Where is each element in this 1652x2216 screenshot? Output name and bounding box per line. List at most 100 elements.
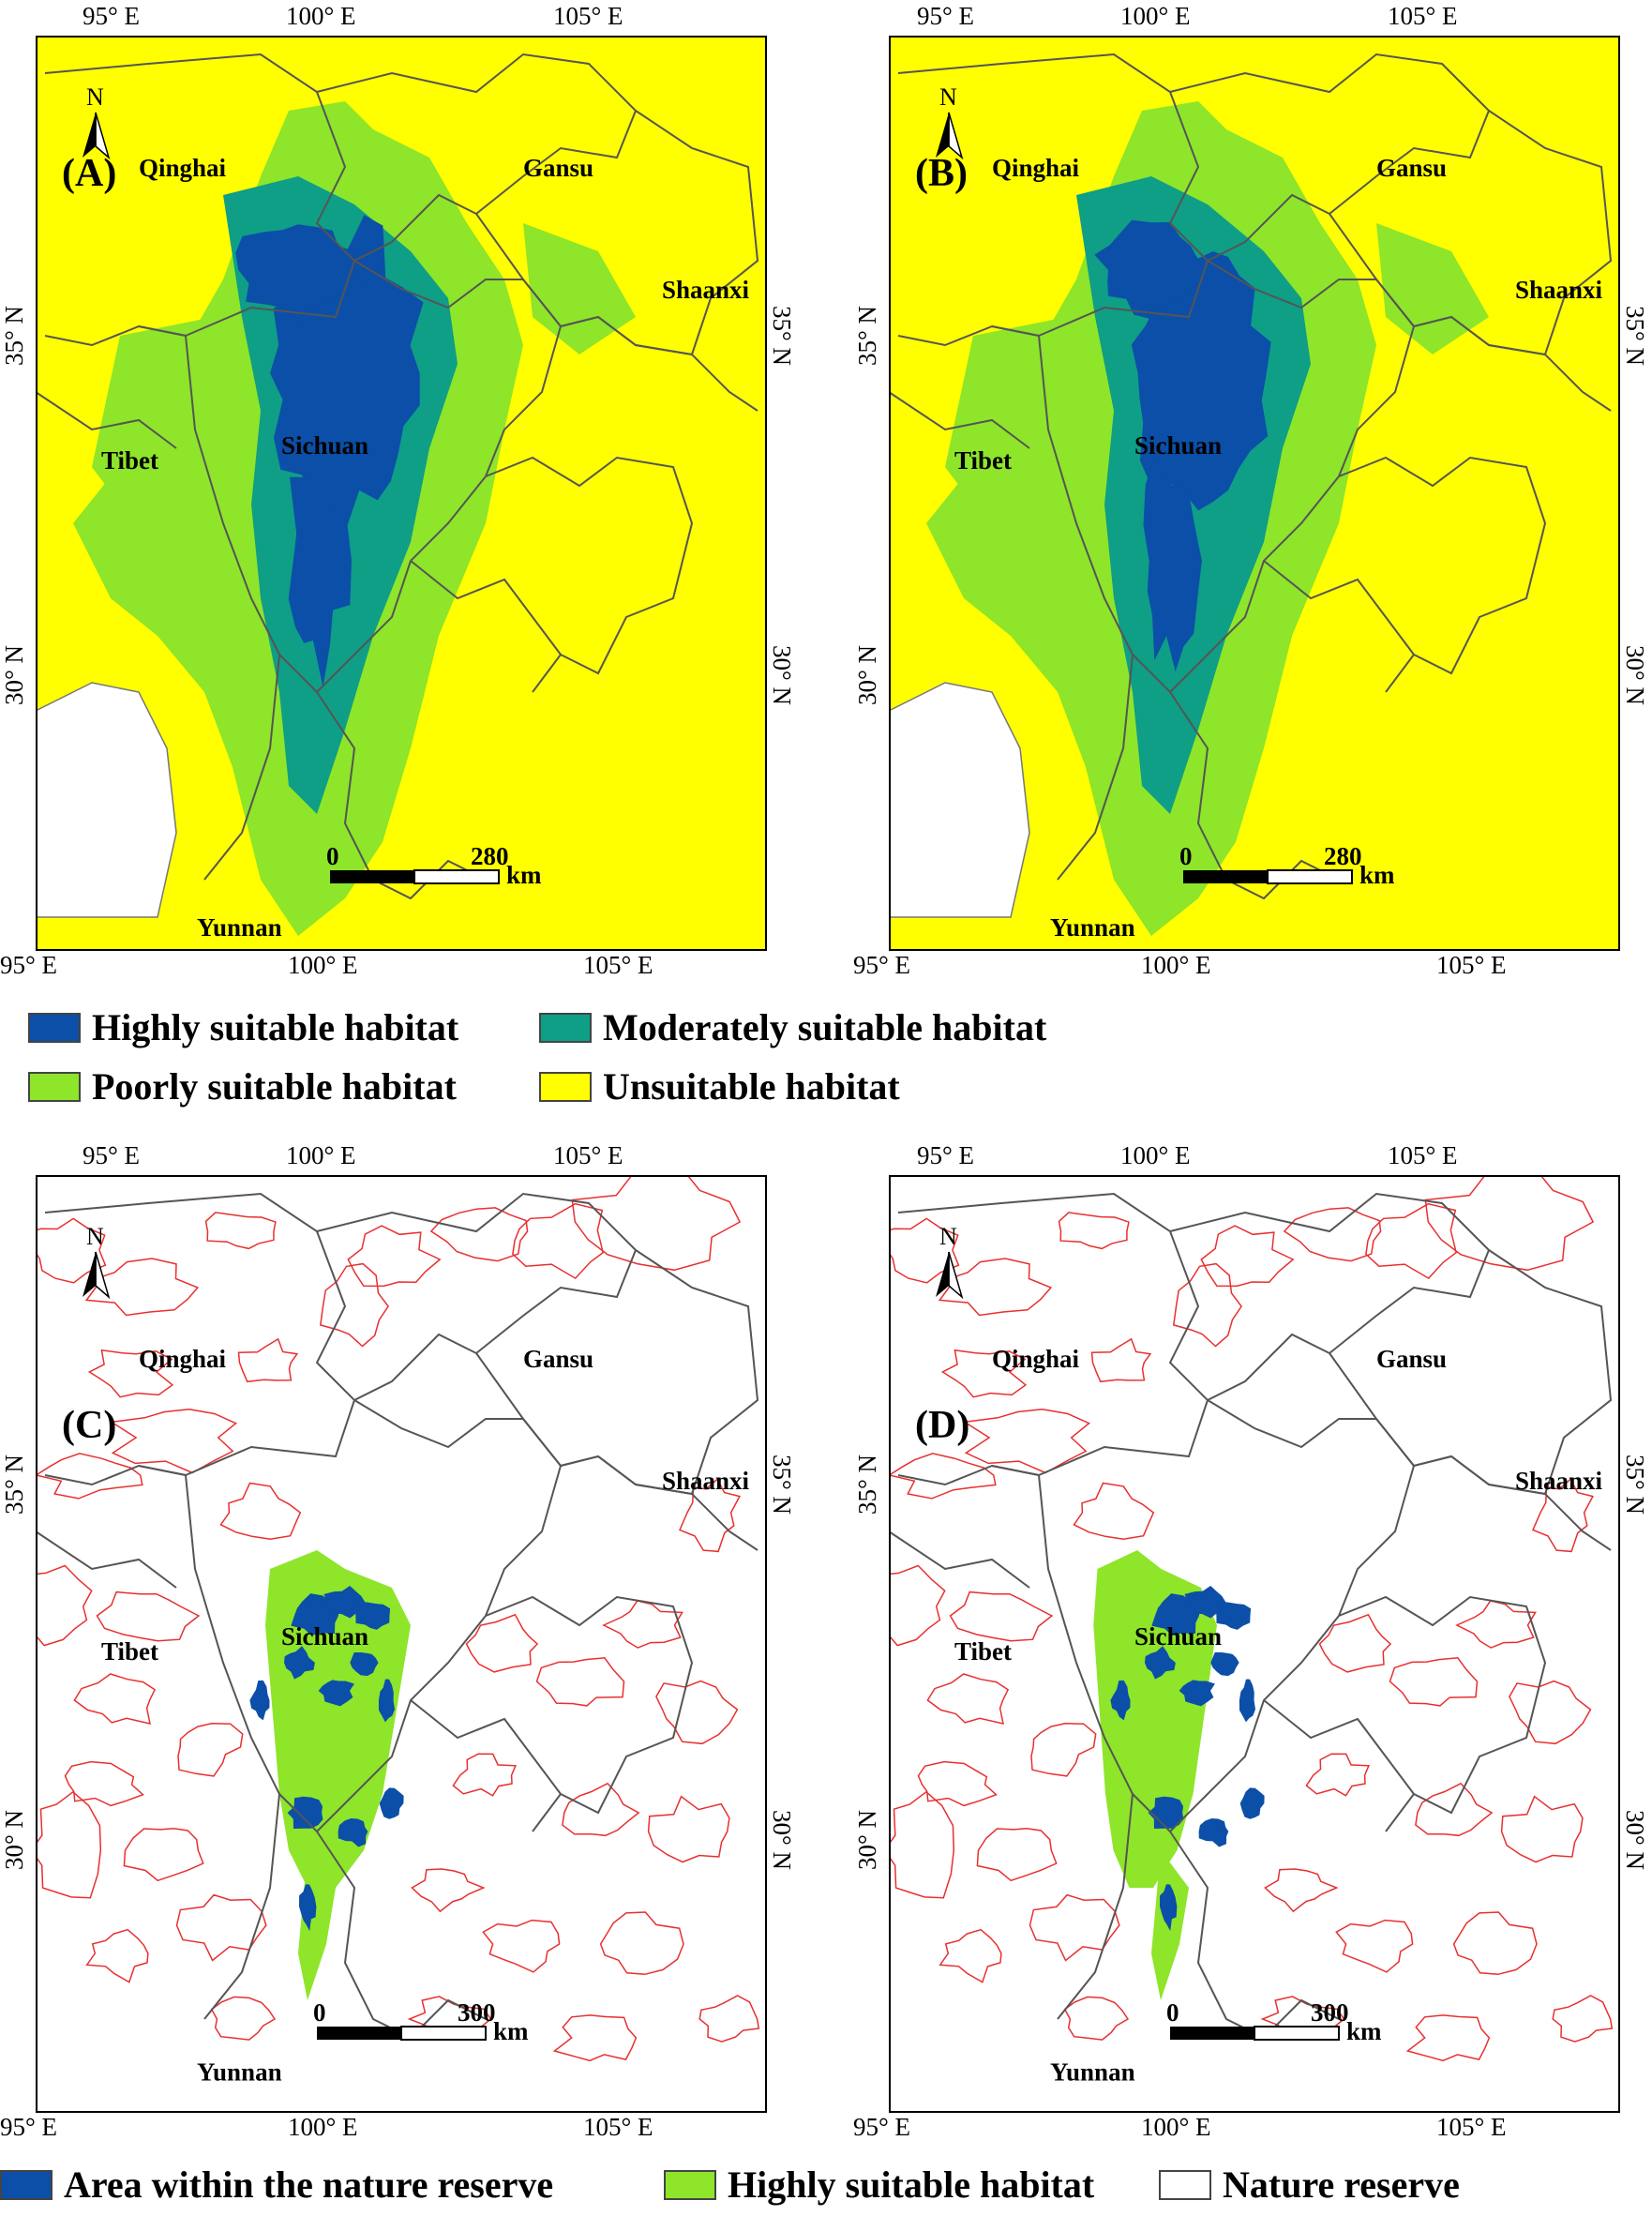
- lon-label-bottom-95: 95° E: [0, 951, 58, 979]
- nature-reserve: [465, 1613, 539, 1673]
- north-arrow-label: N: [86, 1223, 104, 1250]
- province-label-qinghai: Qinghai: [992, 1345, 1080, 1373]
- area-within-reserve: [1148, 1796, 1184, 1829]
- province-boundary: [410, 1699, 562, 1795]
- north-arrow-label: N: [939, 1223, 957, 1250]
- nature-reserve: [175, 1893, 267, 1962]
- area-within-reserve: [1198, 1818, 1229, 1847]
- province-label-tibet: Tibet: [101, 1637, 158, 1666]
- north-arrow-left-half: [83, 1252, 96, 1297]
- nature-reserve: [123, 1827, 204, 1882]
- province-boundary: [1413, 315, 1612, 412]
- nature-reserve: [429, 1207, 529, 1262]
- legend-label: Nature reserve: [1223, 2163, 1460, 2206]
- nature-reserve: [1029, 1893, 1120, 1962]
- province-boundary: [36, 391, 177, 449]
- lat-label-right-35: 35° N: [1621, 306, 1649, 367]
- area-within-reserve: [1210, 1652, 1239, 1677]
- panel-label: (C): [62, 1404, 116, 1447]
- scale-bar-white-segment: [400, 2026, 487, 2041]
- area-within-reserve: [1179, 1680, 1215, 1707]
- province-boundary: [1169, 1192, 1491, 1401]
- nature-reserve: [1335, 1919, 1414, 1973]
- province-boundary: [1338, 1595, 1547, 1832]
- lon-label-top-100: 100° E: [286, 2, 356, 30]
- nature-reserve: [1073, 1482, 1155, 1541]
- legend-label: Moderately suitable habitat: [603, 1006, 1047, 1048]
- area-within-reserve: [323, 1586, 366, 1619]
- nature-reserve: [219, 1482, 302, 1541]
- map-frame: [889, 36, 1620, 951]
- lon-label-bottom-100: 100° E: [288, 2113, 358, 2141]
- nature-reserve: [647, 1795, 730, 1863]
- province-label-qinghai: Qinghai: [139, 154, 227, 182]
- area-within-reserve: [299, 1884, 317, 1932]
- nature-reserve: [1389, 1657, 1479, 1707]
- lon-label-top-105: 105° E: [553, 1141, 623, 1169]
- lat-label-right-30: 30° N: [1621, 1810, 1649, 1871]
- lat-label-right-30: 30° N: [768, 1810, 796, 1871]
- area-within-reserve: [287, 1796, 323, 1829]
- province-boundary: [889, 391, 1030, 449]
- nature-reserve: [204, 1212, 277, 1250]
- province-boundary: [316, 1192, 638, 1401]
- nature-reserve: [889, 1217, 960, 1284]
- nature-reserve: [36, 1564, 93, 1647]
- scale-bar-zero: 0: [326, 842, 339, 870]
- nature-reserve: [655, 1680, 739, 1745]
- nature-reserve: [926, 1673, 1010, 1725]
- nature-reserve: [210, 1996, 277, 2041]
- nature-reserve: [1264, 1868, 1339, 1913]
- nature-reserve: [1452, 1911, 1538, 1976]
- scale-bar-end: 280: [1324, 842, 1362, 870]
- out-of-extent-area: [889, 682, 1030, 918]
- area-within-reserve: [378, 1679, 395, 1723]
- lon-label-bottom-100: 100° E: [1141, 951, 1211, 979]
- highly-suitable-area: [288, 459, 352, 687]
- map-canvas-b: N (B) Qinghai Gansu Shaanxi Tibet Sichuan Yunna…: [889, 36, 1620, 951]
- nature-reserve: [602, 1600, 683, 1649]
- lon-label-top-95: 95° E: [83, 1141, 141, 1169]
- scale-bar-end: 300: [458, 1998, 496, 2027]
- lon-label-top-95: 95° E: [83, 2, 141, 30]
- province-boundary: [1263, 1699, 1415, 1795]
- province-boundary: [991, 1465, 1134, 2020]
- legend-label: Highly suitable habitat: [728, 2163, 1095, 2206]
- map-canvas-c: N (C) Qinghai Gansu Shaanxi Tibet Sichuan Yunna…: [36, 1175, 767, 2113]
- province-label-tibet: Tibet: [101, 446, 158, 475]
- north-arrow-label: N: [939, 83, 957, 111]
- area-within-reserve: [1215, 1601, 1252, 1630]
- panel-label: (A): [62, 152, 116, 195]
- legend-label: Poorly suitable habitat: [92, 1065, 457, 1108]
- map-layers: [889, 1175, 1620, 2113]
- area-within-reserve: [350, 1652, 379, 1677]
- panel-label: (B): [915, 152, 968, 195]
- province-label-gansu: Gansu: [523, 154, 593, 182]
- nature-reserve: [571, 1175, 742, 1272]
- nature-reserve: [87, 1349, 174, 1398]
- nature-reserve: [1172, 1262, 1243, 1348]
- province-boundary: [991, 325, 1134, 881]
- north-arrow-left-half: [936, 1252, 949, 1297]
- lon-label-bottom-105: 105° E: [1436, 2113, 1507, 2141]
- nature-reserve: [1552, 1995, 1614, 2043]
- nature-reserve: [482, 1919, 561, 1973]
- legend-item-nature-reserve: Nature reserve: [1159, 2163, 1460, 2207]
- province-label-qinghai: Qinghai: [992, 154, 1080, 182]
- scale-bar-unit: km: [1359, 861, 1395, 889]
- nature-reserve: [1318, 1613, 1392, 1673]
- province-label-sichuan: Sichuan: [1134, 1622, 1222, 1651]
- legend-swatch: [539, 1012, 592, 1043]
- nature-reserve: [889, 1564, 946, 1647]
- area-within-reserve: [1239, 1679, 1255, 1723]
- scale-bar-zero: 0: [313, 1998, 326, 2027]
- nature-reserve: [938, 1258, 1053, 1317]
- province-label-gansu: Gansu: [1376, 1345, 1447, 1373]
- scale-bar-white-segment: [1254, 2026, 1340, 2041]
- province-boundaries: [36, 1192, 759, 2040]
- province-label-gansu: Gansu: [1376, 154, 1447, 182]
- nature-reserve: [36, 1217, 107, 1284]
- lat-label-right-30: 30° N: [768, 645, 796, 706]
- lon-label-top-95: 95° E: [917, 2, 975, 30]
- scale-bar-white-segment: [413, 869, 500, 884]
